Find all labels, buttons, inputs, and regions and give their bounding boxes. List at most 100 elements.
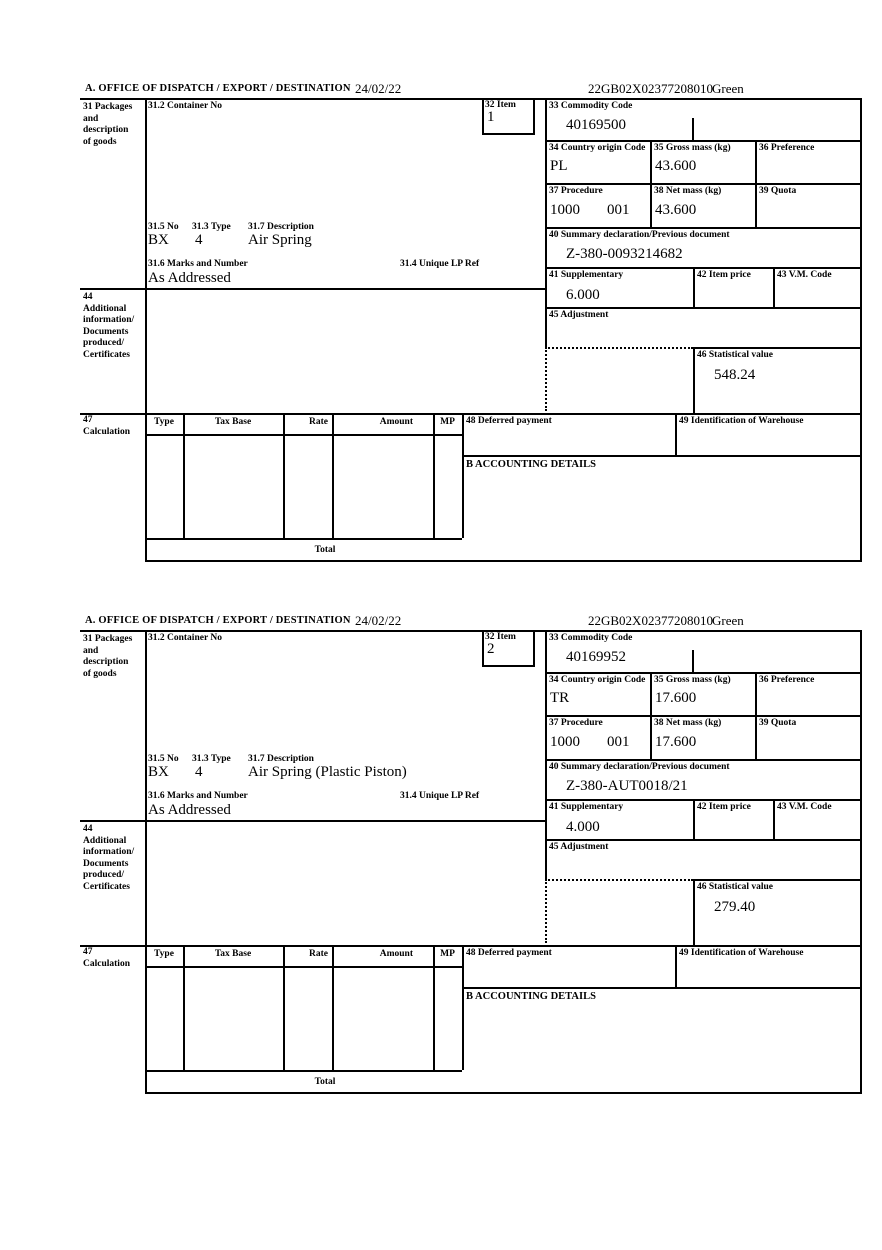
divider (755, 672, 757, 715)
divider (755, 715, 757, 759)
unique-lp-ref-label: 31.4 Unique LP Ref (400, 259, 480, 269)
divider (80, 413, 862, 415)
divider (650, 672, 652, 715)
divider (433, 945, 435, 1070)
tax-base-column-header: Tax Base (214, 949, 252, 959)
deferred-payment-label: 48 Deferred payment (466, 416, 552, 426)
tax-type-column-header: Type (154, 417, 174, 427)
container-no-label: 31.2 Container No (148, 101, 222, 111)
box31-packages-label: 31 Packages and description of goods (83, 102, 133, 147)
adjustment-label: 45 Adjustment (549, 310, 609, 320)
divider (283, 945, 285, 1070)
divider (693, 267, 695, 307)
divider (545, 630, 547, 879)
package-no-label: 31.5 No (148, 754, 179, 764)
statistical-value-label: 46 Statistical value (697, 350, 773, 360)
marks-and-number-label: 31.6 Marks and Number (148, 791, 248, 801)
divider (755, 140, 757, 183)
divider (433, 413, 435, 538)
net-mass-value: 17.600 (655, 734, 697, 750)
item-number-label: 32 Item (485, 632, 516, 642)
tax-type-column-header: Type (154, 949, 174, 959)
divider (332, 945, 334, 1070)
divider (545, 227, 862, 229)
divider (545, 839, 862, 841)
divider (482, 133, 535, 135)
declaration-date: 24/02/22 (355, 613, 402, 628)
goods-description-label: 31.7 Description (248, 754, 314, 764)
divider (482, 665, 535, 667)
package-no-label: 31.5 No (148, 222, 179, 232)
country-origin-value: PL (550, 158, 568, 174)
divider (650, 140, 652, 183)
supplementary-units-label: 41 Supplementary (549, 802, 624, 812)
divider (145, 98, 147, 562)
routing-indicator: Green (712, 613, 744, 628)
item-price-label: 42 Item price (697, 802, 751, 812)
package-no-value: BX (148, 232, 169, 248)
item-number-label: 32 Item (485, 100, 516, 110)
procedure-value: 1000 (550, 202, 580, 218)
total-row-label: Total (314, 1077, 336, 1087)
divider (482, 98, 484, 133)
marks-and-number-value: As Addressed (148, 270, 231, 286)
divider (80, 945, 862, 947)
item-form-grid: 31 Packages and description of goods 44 … (80, 630, 862, 1094)
divider (860, 98, 862, 562)
box44-additional-info-label: 44 Additional information/ Documents pro… (83, 824, 135, 892)
deferred-payment-label: 48 Deferred payment (466, 948, 552, 958)
item-price-label: 42 Item price (697, 270, 751, 280)
divider (545, 715, 862, 717)
procedure-label: 37 Procedure (549, 186, 603, 196)
divider (145, 560, 862, 562)
divider (545, 759, 862, 761)
divider (693, 799, 695, 839)
divider (545, 672, 862, 674)
gross-mass-label: 35 Gross mass (kg) (654, 675, 731, 685)
procedure-label: 37 Procedure (549, 718, 603, 728)
quota-label: 39 Quota (759, 718, 797, 728)
supplementary-units-value: 4.000 (566, 819, 600, 835)
procedure-code-value: 001 (607, 202, 630, 218)
commodity-code-value: 40169952 (566, 649, 626, 665)
statistical-value-value: 548.24 (714, 367, 756, 383)
divider (145, 538, 462, 540)
commodity-code-value: 40169500 (566, 117, 626, 133)
item-number-value: 1 (487, 109, 495, 125)
divider (545, 267, 862, 269)
divider (183, 945, 185, 1070)
divider (693, 879, 695, 945)
marks-and-number-value: As Addressed (148, 802, 231, 818)
total-row-label: Total (314, 545, 336, 555)
commodity-code-label: 33 Commodity Code (549, 101, 633, 111)
divider (462, 413, 464, 538)
dotted-divider (545, 879, 547, 943)
divider (145, 1092, 862, 1094)
divider (482, 630, 484, 665)
divider (773, 799, 775, 839)
preference-label: 36 Preference (759, 675, 815, 685)
goods-description-value: Air Spring (248, 232, 312, 248)
divider (545, 799, 862, 801)
quota-label: 39 Quota (759, 186, 797, 196)
divider (80, 98, 862, 100)
vm-code-label: 43 V.M. Code (777, 802, 832, 812)
package-type-value: 4 (195, 764, 203, 780)
rate-column-header: Rate (309, 417, 328, 427)
commodity-code-tick (692, 118, 694, 140)
rate-column-header: Rate (309, 949, 328, 959)
box31-packages-label: 31 Packages and description of goods (83, 634, 133, 679)
net-mass-value: 43.600 (655, 202, 697, 218)
divider (80, 288, 545, 290)
previous-document-value: Z-380-0093214682 (566, 246, 683, 262)
office-of-dispatch-label: A. OFFICE OF DISPATCH / EXPORT / DESTINA… (85, 615, 351, 626)
statistical-value-value: 279.40 (714, 899, 756, 915)
marks-and-number-label: 31.6 Marks and Number (148, 259, 248, 269)
package-no-value: BX (148, 764, 169, 780)
routing-indicator: Green (712, 81, 744, 96)
divider (80, 630, 862, 632)
procedure-code-value: 001 (607, 734, 630, 750)
supplementary-units-value: 6.000 (566, 287, 600, 303)
divider (145, 1070, 462, 1072)
divider (773, 267, 775, 307)
